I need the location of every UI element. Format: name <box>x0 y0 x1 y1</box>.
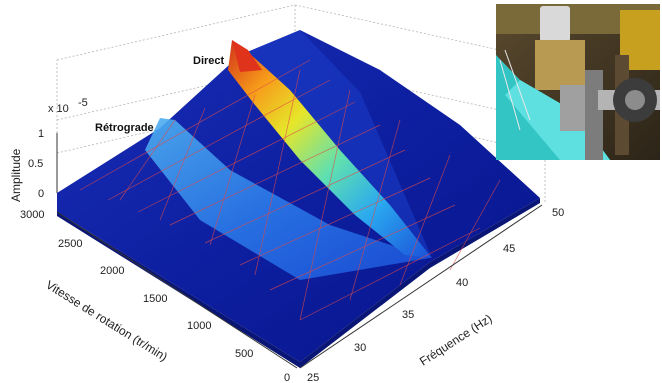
annotation-retrograde: Rétrograde <box>95 122 154 134</box>
y-tick: 45 <box>503 243 515 255</box>
x-axis-label: Vitesse de rotation (tr/min) <box>43 278 170 364</box>
y-tick: 40 <box>456 277 468 289</box>
z-axis: 0 0.5 1 x 10 -5 Amplitude <box>9 97 88 202</box>
z-scale-exponent: -5 <box>78 97 88 109</box>
z-tick: 0.5 <box>28 158 43 170</box>
x-tick: 2500 <box>58 238 82 250</box>
z-axis-label: Amplitude <box>9 148 23 202</box>
annotation-direct: Direct <box>193 55 225 67</box>
surface-gridlines <box>79 59 501 321</box>
surface <box>57 30 540 368</box>
y-tick: 30 <box>354 342 366 354</box>
y-tick: 35 <box>402 309 414 321</box>
x-tick: 2000 <box>100 265 124 277</box>
x-tick: 500 <box>235 348 253 360</box>
z-tick: 1 <box>38 128 44 140</box>
y-axis-label: Fréquence (Hz) <box>417 311 495 368</box>
y-tick: 25 <box>307 372 319 383</box>
x-tick: 1500 <box>143 293 167 305</box>
x-tick: 3000 <box>20 209 44 221</box>
x-tick: 1000 <box>187 320 211 332</box>
z-tick: 0 <box>38 188 44 200</box>
test-rig-photo <box>496 4 660 160</box>
z-scale-label: x 10 <box>48 103 69 115</box>
x-tick: 0 <box>284 372 290 383</box>
y-tick: 50 <box>552 207 564 219</box>
